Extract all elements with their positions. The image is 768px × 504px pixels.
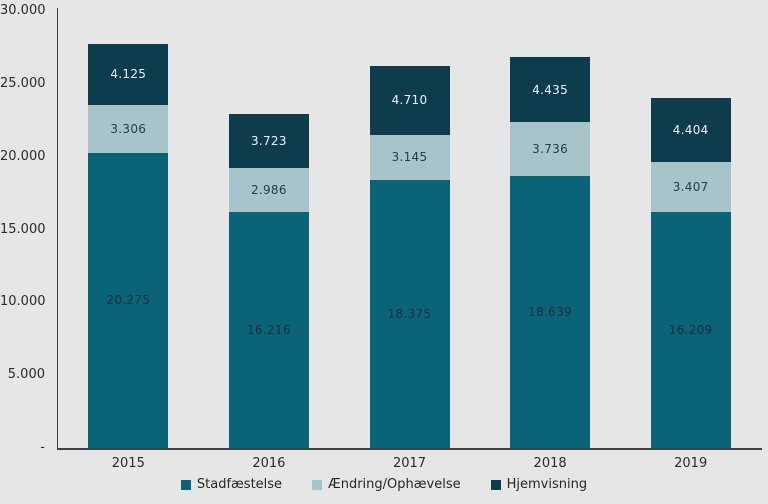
bar-value-label: 3.306 [110, 121, 147, 136]
bar-segment-stadfaestelse-2019: 16.209 [650, 211, 731, 448]
bar-value-label: 20.275 [106, 293, 151, 308]
legend-marker-stadfaestelse [180, 479, 191, 490]
bar-segment-hjemvisning-2015: 4.125 [88, 44, 169, 105]
bar-value-label: 3.723 [250, 134, 287, 149]
bar-segment-hjemvisning-2018: 4.435 [510, 57, 591, 123]
bar-segment-stadfaestelse-2017: 18.375 [369, 180, 450, 448]
bar-segment-hjemvisning-2017: 4.710 [369, 65, 450, 135]
bar-segment-hjemvisning-2016: 3.723 [228, 114, 309, 169]
x-axis-tick-label: 2017 [392, 456, 427, 471]
bar-value-label: 4.710 [391, 93, 428, 108]
x-axis-tick-label: 2016 [252, 456, 286, 471]
bar-2016: 16.216 2.986 3.723 [228, 114, 309, 448]
bar-segment-aendring-ophaevelse-2015: 3.306 [88, 104, 169, 153]
legend-marker-aendring-ophaevelse [312, 479, 323, 490]
legend: Stadfæstelse Ændring/Ophævelse Hjemvisni… [0, 477, 768, 492]
y-axis-line [56, 8, 58, 449]
bar-value-label: 4.125 [110, 67, 147, 82]
x-axis-tick-label: 2018 [533, 456, 567, 471]
y-axis-tick-label: 5.000 [7, 367, 45, 383]
bar-value-label: 4.435 [532, 82, 569, 97]
bar-segment-stadfaestelse-2018: 18.639 [510, 176, 591, 448]
bar-value-label: 3.407 [672, 180, 709, 195]
legend-marker-hjemvisning [490, 479, 501, 490]
bar-segment-stadfaestelse-2015: 20.275 [88, 152, 169, 448]
bar-value-label: 4.404 [672, 123, 709, 138]
bar-2015: 20.275 3.306 4.125 [88, 44, 169, 448]
legend-label-aendring-ophaevelse: Ændring/Ophævelse [328, 477, 461, 492]
legend-label-stadfaestelse: Stadfæstelse [196, 477, 283, 492]
x-axis-tick-label: 2019 [674, 456, 708, 471]
bar-segment-hjemvisning-2019: 4.404 [650, 98, 731, 163]
bar-segment-aendring-ophaevelse-2019: 3.407 [650, 162, 731, 212]
bar-value-label: 16.209 [668, 322, 713, 337]
bar-2019: 16.209 3.407 4.404 [650, 98, 731, 448]
bar-segment-aendring-ophaevelse-2016: 2.986 [228, 168, 309, 212]
legend-label-hjemvisning: Hjemvisning [506, 477, 588, 492]
bar-2017: 18.375 3.145 4.710 [369, 65, 450, 448]
bar-value-label: 3.736 [532, 142, 569, 157]
bar-value-label: 18.639 [528, 305, 572, 320]
bar-value-label: 18.375 [387, 307, 432, 322]
y-axis-tick-label: 30.000 [0, 3, 46, 18]
legend-item-aendring-ophaevelse: Ændring/Ophævelse [312, 477, 461, 492]
bar-segment-aendring-ophaevelse-2018: 3.736 [510, 122, 591, 177]
bar-segment-stadfaestelse-2016: 16.216 [228, 211, 309, 448]
y-axis-tick-label: 10.000 [0, 294, 46, 310]
legend-item-stadfaestelse: Stadfæstelse [180, 477, 283, 492]
bar-value-label: 3.145 [391, 150, 428, 165]
y-axis-tick-label: 15.000 [0, 221, 46, 237]
y-axis-tick-label: - [40, 440, 45, 455]
x-axis-line [56, 447, 762, 450]
bar-value-label: 2.986 [250, 183, 287, 198]
y-axis-tick-label: 25.000 [0, 75, 46, 91]
bar-segment-aendring-ophaevelse-2017: 3.145 [369, 134, 450, 181]
legend-item-hjemvisning: Hjemvisning [490, 477, 588, 492]
bar-2018: 18.639 3.736 4.435 [510, 57, 591, 448]
x-axis-tick-label: 2015 [111, 456, 145, 471]
bar-value-label: 16.216 [246, 322, 291, 337]
y-axis-tick-label: 20.000 [0, 148, 46, 164]
